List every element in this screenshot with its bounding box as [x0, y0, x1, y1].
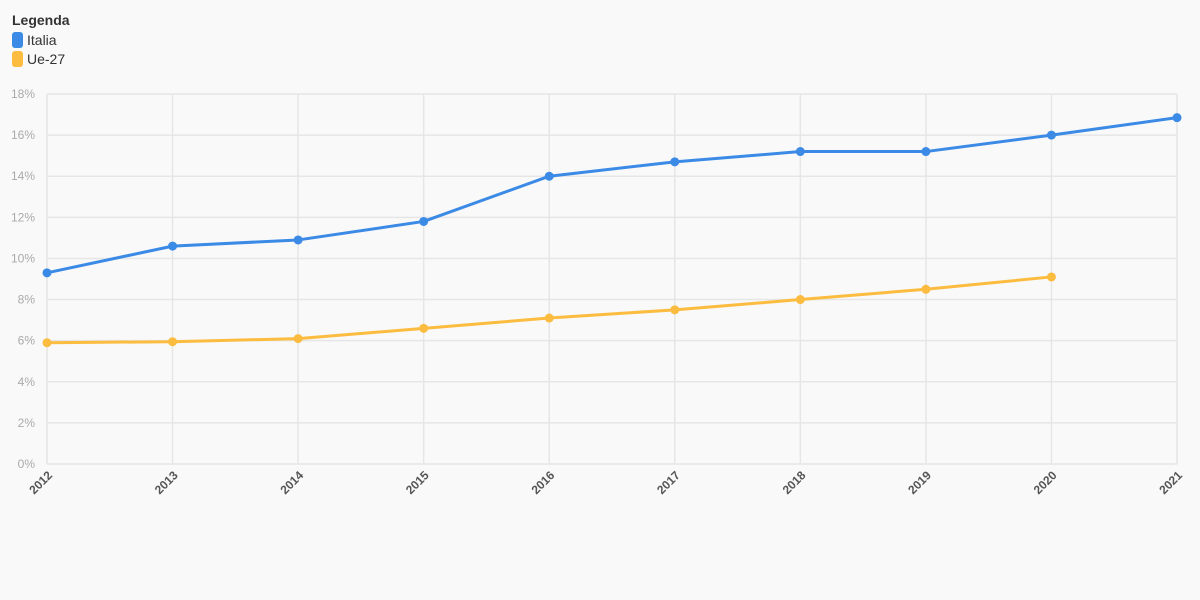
data-point-italia: [1046, 130, 1056, 140]
data-point-ue27: [42, 338, 52, 348]
x-tick-label: 2014: [277, 468, 306, 497]
data-point-ue27: [1046, 272, 1056, 282]
y-tick-label: 4%: [18, 375, 36, 389]
y-tick-label: 8%: [18, 293, 36, 307]
y-tick-label: 14%: [11, 169, 35, 183]
data-point-ue27: [544, 313, 554, 323]
x-tick-label: 2013: [152, 468, 181, 497]
data-point-ue27: [921, 284, 931, 294]
x-tick-label: 2020: [1031, 468, 1060, 497]
x-tick-label: 2012: [26, 468, 55, 497]
y-tick-label: 10%: [11, 251, 35, 265]
x-tick-label: 2018: [780, 468, 809, 497]
data-point-italia: [670, 157, 680, 167]
legend: Legenda Italia Ue-27: [12, 12, 70, 68]
series-line-italia: [45, 116, 1179, 275]
data-point-ue27: [168, 337, 178, 347]
y-tick-label: 12%: [11, 210, 35, 224]
legend-swatch-ue27: [12, 50, 23, 67]
data-point-ue27: [670, 305, 680, 315]
data-point-italia: [795, 147, 805, 157]
y-tick-label: 0%: [18, 457, 36, 471]
y-tick-label: 6%: [18, 334, 36, 348]
legend-title: Legenda: [12, 12, 70, 28]
data-point-italia: [168, 241, 178, 251]
data-point-ue27: [293, 334, 303, 344]
data-point-italia: [544, 171, 554, 181]
x-tick-label: 2016: [529, 468, 558, 497]
legend-swatch-italia: [12, 31, 23, 48]
data-point-ue27: [795, 295, 805, 305]
data-point-ue27: [419, 323, 429, 333]
y-tick-label: 18%: [11, 87, 35, 101]
x-tick-label: 2015: [403, 468, 432, 497]
x-tick-label: 2021: [1156, 468, 1185, 497]
data-point-italia: [293, 235, 303, 245]
legend-label-ue27: Ue-27: [27, 50, 66, 67]
legend-item-italia[interactable]: Italia: [12, 30, 70, 49]
legend-label-italia: Italia: [27, 31, 57, 48]
y-tick-label: 2%: [18, 416, 36, 430]
x-tick-label: 2017: [654, 468, 683, 497]
data-point-italia: [1172, 113, 1182, 123]
legend-item-ue27[interactable]: Ue-27: [12, 49, 70, 68]
data-point-italia: [419, 216, 429, 226]
x-tick-label: 2019: [905, 468, 934, 497]
y-tick-label: 16%: [11, 128, 35, 142]
data-point-italia: [921, 147, 931, 157]
data-point-italia: [42, 268, 52, 278]
